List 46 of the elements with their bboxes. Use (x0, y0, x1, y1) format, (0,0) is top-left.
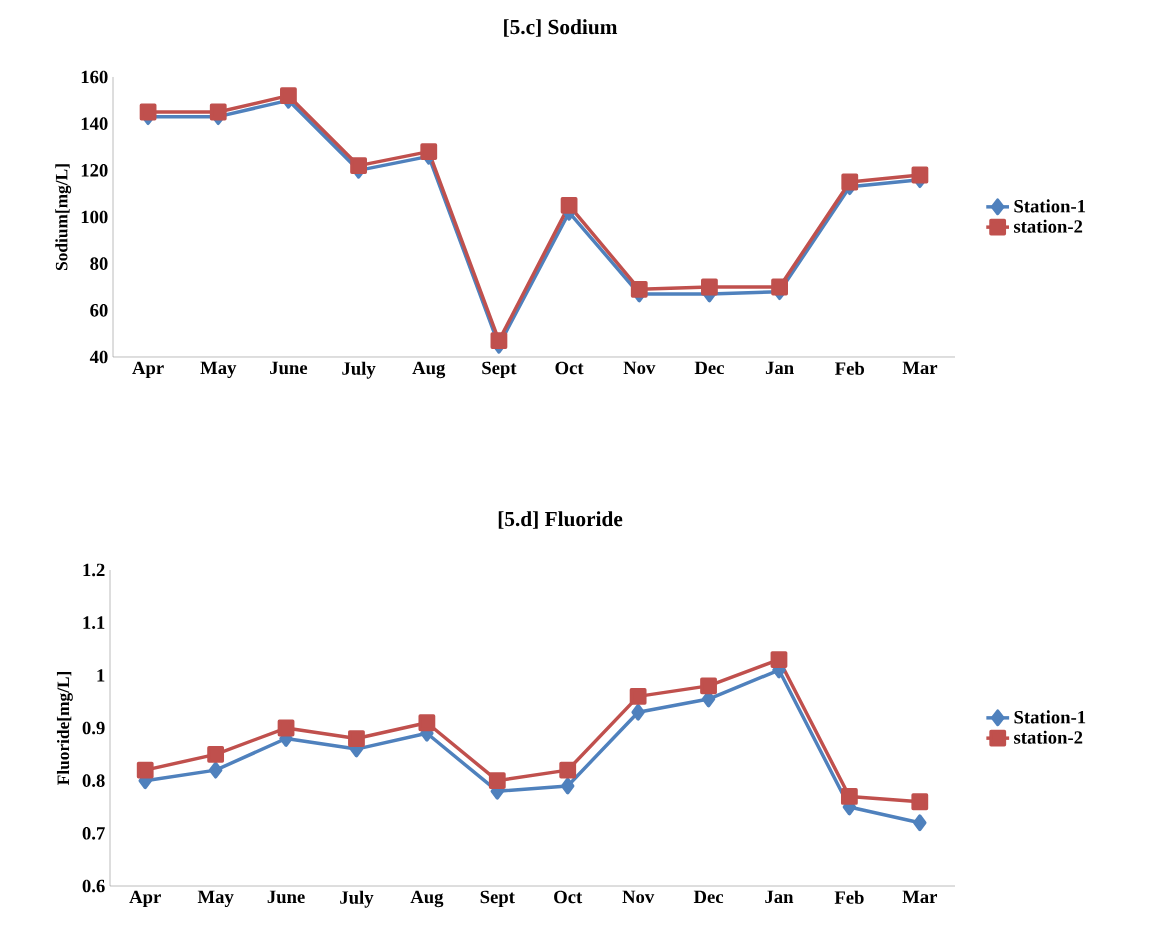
y-tick-label: 60 (90, 304, 108, 317)
x-tick-label: Dec (694, 361, 724, 375)
y-axis-title: Fluoride[mg/L] (56, 671, 73, 785)
x-tick-label: Sept (482, 361, 517, 379)
y-tick-label: 0.9 (82, 721, 105, 735)
legend-label: Station-1 (1014, 710, 1086, 724)
y-tick-label: 80 (90, 257, 108, 270)
x-tick-label: Mar (902, 890, 938, 904)
legend-label: Station-1 (1014, 199, 1086, 213)
x-tick-label: June (267, 890, 305, 904)
x-tick-label: Nov (622, 890, 655, 904)
y-tick-label: 140 (81, 117, 108, 130)
x-tick-label: Oct (555, 361, 584, 375)
chart-title: [5.d] Fluoride (498, 511, 623, 529)
x-tick-label: Sept (480, 890, 515, 908)
y-tick-label: 0.8 (82, 774, 105, 788)
x-tick-label: Apr (132, 361, 164, 378)
y-tick-label: 0.6 (82, 879, 105, 893)
x-tick-label: Dec (693, 890, 724, 904)
x-tick-label: Apr (129, 890, 161, 908)
y-axis-title: Sodium[mg/L] (55, 164, 72, 271)
x-tick-label: June (270, 361, 308, 375)
y-tick-label: 100 (81, 210, 108, 224)
x-tick-label: Aug (410, 890, 444, 908)
x-tick-label: Feb (835, 361, 865, 375)
legend-label: station-2 (1013, 219, 1083, 233)
x-tick-label: May (200, 361, 237, 378)
y-tick-label: 0.7 (82, 826, 105, 840)
x-tick-label: July (340, 890, 374, 908)
x-tick-label: July (342, 361, 376, 379)
chart-title: [5.c] Sodium (504, 19, 618, 37)
y-tick-label: 160 (81, 70, 108, 84)
x-tick-label: Feb (834, 890, 864, 904)
y-tick-label: 120 (81, 164, 108, 177)
x-tick-label: May (197, 890, 234, 907)
x-tick-label: Jan (765, 361, 794, 375)
y-tick-label: 1.1 (83, 616, 105, 629)
x-tick-label: Jan (765, 890, 794, 904)
y-tick-label: 40 (89, 350, 108, 364)
x-tick-label: Nov (623, 361, 656, 375)
legend-label: station-2 (1014, 730, 1083, 744)
x-tick-label: Mar (902, 361, 938, 375)
x-tick-label: Aug (412, 361, 446, 379)
y-tick-label: 1.2 (83, 563, 105, 577)
x-tick-label: Oct (554, 890, 583, 904)
y-tick-label: 1 (97, 669, 105, 682)
